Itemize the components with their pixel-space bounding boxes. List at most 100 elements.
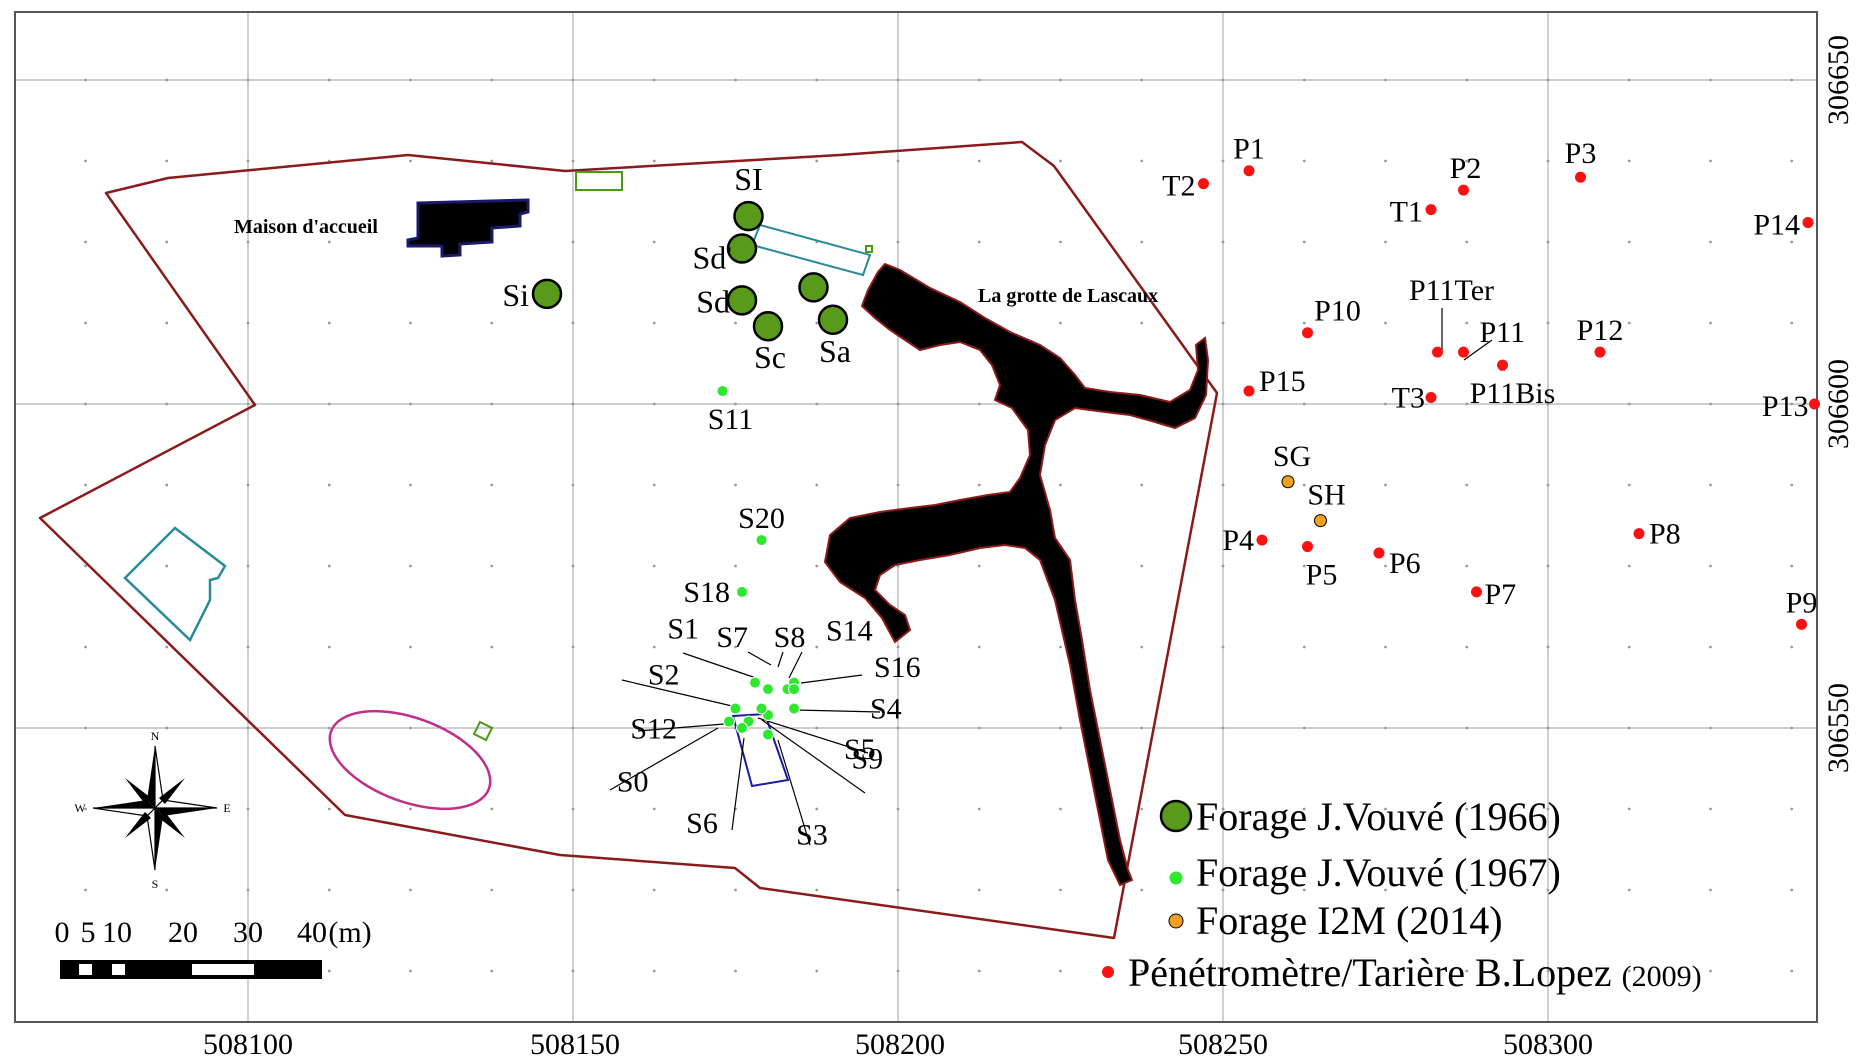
- grid-dot: [1221, 402, 1225, 406]
- grid-dot: [896, 240, 900, 244]
- grid-dot: [409, 726, 412, 730]
- grid-dot: [1709, 159, 1712, 163]
- grid-dot: [1627, 888, 1631, 892]
- borehole-1967-label: S1: [667, 613, 699, 646]
- grid-dot: [1302, 321, 1306, 325]
- maison-label: Maison d'accueil: [234, 216, 378, 238]
- grid-dot: [1221, 969, 1225, 973]
- borehole-1966-marker: [733, 200, 764, 232]
- grid-dot: [1302, 645, 1306, 649]
- penetrometer-label: T1: [1390, 196, 1423, 229]
- grid-dot: [1384, 969, 1387, 973]
- grid-dot: [409, 483, 412, 487]
- grid-dot: [1221, 78, 1225, 82]
- grid-dot: [1709, 807, 1712, 811]
- legend-small-label: Forage J.Vouvé (1967): [1196, 850, 1561, 895]
- grid-dot: [1627, 240, 1631, 244]
- grid-dot: [327, 321, 331, 325]
- grid-dot: [490, 402, 494, 406]
- penetrometer-marker: [1256, 534, 1268, 546]
- penetrometer-label: P2: [1450, 152, 1482, 185]
- grid-dot: [1384, 483, 1387, 487]
- borehole-1966-marker: [726, 233, 758, 264]
- borehole-1967-marker: [749, 676, 761, 689]
- grid-dot: [977, 969, 981, 973]
- building-maison-accueil: [406, 198, 530, 258]
- grid-dot: [84, 483, 87, 487]
- penetrometer-label: P7: [1485, 578, 1517, 611]
- borehole-1966-label: Sd': [692, 239, 732, 275]
- grid-dot: [815, 888, 819, 892]
- grid-dot: [977, 807, 981, 811]
- grid-dot: [84, 321, 87, 325]
- grid-dot: [815, 645, 819, 649]
- grid-dot: [490, 159, 494, 163]
- scale-unit: (m): [328, 916, 371, 949]
- grid-dot: [815, 78, 819, 82]
- grid-dot: [1790, 402, 1794, 406]
- grid-dot: [246, 240, 250, 244]
- grid-dot: [409, 564, 412, 568]
- compass-rose: N S E W: [74, 729, 230, 891]
- grid-dot: [1384, 807, 1387, 811]
- legend-i2m-label: Forage I2M (2014): [1196, 898, 1503, 943]
- grid-dot: [327, 969, 331, 973]
- grid-dot: [1709, 888, 1712, 892]
- grid-dot: [1546, 321, 1550, 325]
- scale-tick-0: 0: [55, 916, 70, 949]
- grid-dot: [977, 240, 981, 244]
- grid-dot: [165, 321, 169, 325]
- cave-lascaux: [823, 262, 1210, 887]
- grid-dot: [165, 159, 169, 163]
- grid-dot: [734, 645, 737, 649]
- borehole-1966-label: Sa: [819, 333, 851, 369]
- penetrometer-label: T2: [1162, 170, 1195, 203]
- grid-dot: [734, 321, 737, 325]
- site-boundary: [38, 140, 1219, 940]
- grid-dot: [1709, 78, 1712, 82]
- grid-dot: [734, 888, 737, 892]
- borehole-1966-marker: [531, 278, 563, 310]
- grid-dot: [84, 159, 87, 163]
- grid-dot: [84, 564, 87, 568]
- grid-dot: [1465, 78, 1469, 82]
- penetrometer-marker: [1425, 392, 1437, 404]
- grid-dot: [1790, 888, 1794, 892]
- grid-dot: [1790, 78, 1794, 82]
- grid-dot: [1059, 969, 1062, 973]
- borehole-1967-label: S2: [648, 659, 680, 692]
- grid-dot: [1140, 483, 1144, 487]
- grid-dot: [896, 483, 900, 487]
- grid-dot: [1627, 564, 1631, 568]
- grid-dot: [246, 402, 250, 406]
- grid-dot: [815, 564, 819, 568]
- grid-dot: [1627, 159, 1631, 163]
- borehole-1967-marker: [736, 585, 748, 598]
- borehole-1967-marker: [755, 702, 768, 715]
- scale-tick-20: 20: [168, 916, 198, 949]
- borehole-leader-lines: [609, 308, 1505, 846]
- grid-dot: [977, 483, 981, 487]
- grid-dot: [1465, 321, 1469, 325]
- grid-dot: [246, 78, 250, 82]
- grid-dot: [1709, 402, 1712, 406]
- compass-e: E: [223, 801, 230, 815]
- grid-dot: [1059, 483, 1062, 487]
- grid-dot: [327, 78, 331, 82]
- grid-dot: [165, 888, 169, 892]
- legend-pen-year: (2009): [1622, 960, 1702, 993]
- grid-dot: [327, 402, 331, 406]
- penetrometer-label: P15: [1259, 365, 1306, 398]
- grid-dot: [327, 564, 331, 568]
- grid-dot: [977, 888, 981, 892]
- grid-dot: [1384, 645, 1387, 649]
- grid-dot: [1546, 645, 1550, 649]
- grid-dot: [1627, 645, 1631, 649]
- x-tick-label: 508200: [855, 1028, 945, 1061]
- legend-big-label: Forage J.Vouvé (1966): [1196, 794, 1561, 839]
- grid-dot: [571, 321, 575, 325]
- borehole-i2m-marker: [1314, 514, 1327, 528]
- legend-i2m-symbol: [1168, 913, 1184, 929]
- borehole-i2m-marker: [1281, 475, 1295, 489]
- grid-dot: [652, 888, 656, 892]
